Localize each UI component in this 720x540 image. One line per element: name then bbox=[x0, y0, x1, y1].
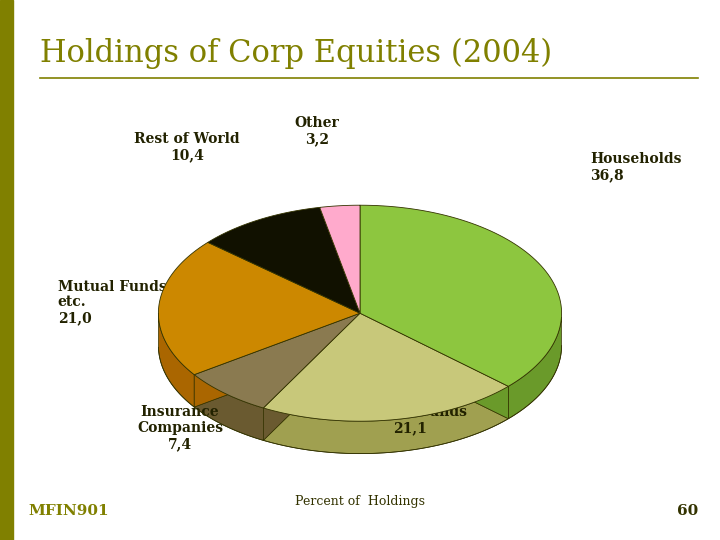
Polygon shape bbox=[360, 313, 508, 418]
Polygon shape bbox=[194, 313, 360, 408]
Text: Other
3,2: Other 3,2 bbox=[294, 116, 339, 146]
Polygon shape bbox=[158, 242, 360, 375]
Polygon shape bbox=[194, 313, 360, 407]
Polygon shape bbox=[264, 313, 508, 421]
Polygon shape bbox=[194, 313, 360, 407]
Polygon shape bbox=[264, 313, 360, 441]
Polygon shape bbox=[360, 313, 508, 418]
Bar bbox=[0, 0, 13, 540]
Text: MFIN901: MFIN901 bbox=[29, 504, 109, 518]
Text: Holdings of Corp Equities (2004): Holdings of Corp Equities (2004) bbox=[40, 38, 552, 69]
Polygon shape bbox=[264, 386, 508, 454]
Polygon shape bbox=[264, 313, 360, 441]
Text: 60: 60 bbox=[677, 504, 698, 518]
Text: Mutual Funds,
etc.
21,0: Mutual Funds, etc. 21,0 bbox=[58, 279, 171, 326]
Text: Percent of  Holdings: Percent of Holdings bbox=[295, 495, 425, 508]
Polygon shape bbox=[360, 205, 562, 386]
Polygon shape bbox=[508, 318, 562, 418]
Text: Insurance
Companies
7,4: Insurance Companies 7,4 bbox=[137, 405, 223, 451]
Polygon shape bbox=[208, 207, 360, 313]
Text: Rest of World
10,4: Rest of World 10,4 bbox=[135, 132, 240, 162]
Polygon shape bbox=[320, 205, 360, 313]
Polygon shape bbox=[194, 375, 264, 441]
Polygon shape bbox=[158, 313, 194, 407]
Text: Pension Funds
21,1: Pension Funds 21,1 bbox=[354, 405, 467, 435]
Text: Households
36,8: Households 36,8 bbox=[590, 152, 682, 183]
